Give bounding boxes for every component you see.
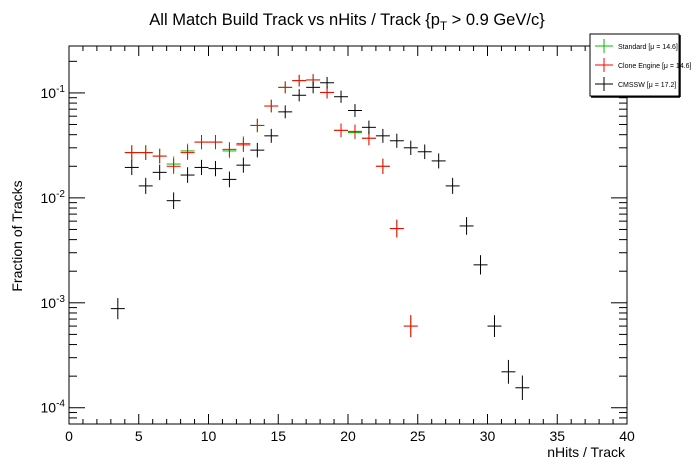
data-point: [375, 158, 390, 174]
data-point: [124, 145, 139, 160]
data-point: [417, 144, 432, 160]
data-point: [459, 217, 474, 235]
data-point: [152, 148, 167, 164]
data-point: [375, 128, 390, 143]
data-point: [208, 135, 223, 150]
data-point: [236, 137, 251, 153]
data-point: [250, 142, 265, 158]
x-tick-label: 25: [410, 428, 426, 444]
data-point: [334, 123, 348, 138]
data-point: [138, 177, 153, 194]
data-point: [348, 104, 362, 117]
chart-title-tail: > 0.9 GeV/c}: [447, 11, 545, 29]
data-point: [431, 153, 446, 169]
data-point: [166, 158, 181, 174]
series-cmssw: [110, 76, 530, 401]
data-point: [389, 133, 404, 148]
legend-item: Standard [μ = 14.6]: [595, 39, 678, 53]
data-point: [264, 128, 279, 143]
data-point: [152, 164, 167, 181]
chart-title-main: All Match Build Track vs nHits / Track {…: [149, 11, 440, 29]
x-tick-label: 10: [201, 428, 217, 444]
data-point: [208, 160, 223, 177]
data-point: [334, 90, 348, 103]
x-tick-label: 0: [65, 428, 73, 444]
x-tick-label: 5: [135, 428, 143, 444]
data-point: [403, 315, 418, 338]
legend-label: Clone Engine [μ = 14.6]: [618, 63, 692, 70]
data-points: [110, 74, 530, 401]
legend: Standard [μ = 14.6] Clone Engine [μ = 14.…: [589, 33, 692, 98]
data-point: [445, 177, 460, 194]
chart-title: All Match Build Track vs nHits / Track {…: [149, 11, 545, 33]
data-point: [180, 167, 195, 183]
data-point: [292, 89, 307, 102]
data-point: [320, 76, 335, 89]
x-tick-label: 20: [340, 428, 356, 444]
x-axis: 0 5 10 15 20 25 30 35 40: [65, 46, 635, 444]
legend-item: Clone Engine [μ = 14.6]: [595, 58, 692, 72]
data-point: [194, 135, 209, 150]
chart-title-subscript: T: [440, 21, 447, 33]
data-point: [515, 375, 530, 401]
y-axis-label: Fraction of Tracks: [9, 180, 25, 291]
data-point: [473, 255, 488, 275]
data-point: [403, 140, 418, 156]
legend-item: CMSSW [μ = 17.2]: [595, 77, 676, 91]
data-point: [222, 171, 237, 188]
data-point: [264, 99, 279, 113]
data-point: [222, 142, 237, 157]
data-point: [236, 157, 251, 173]
data-point: [278, 81, 293, 94]
x-tick-label: 30: [480, 428, 496, 444]
data-point: [166, 192, 181, 210]
x-tick-label: 15: [270, 428, 286, 444]
x-tick-label: 35: [549, 428, 565, 444]
y-tick-label: 10-3: [41, 294, 66, 311]
y-tick-label: 10-1: [41, 84, 66, 101]
y-axis: 10-4 10-3 10-2 10-1: [41, 60, 627, 425]
series-clone-engine: [124, 74, 418, 338]
data-point: [138, 145, 153, 160]
data-point: [250, 118, 265, 133]
data-point: [501, 359, 516, 384]
data-point: [194, 159, 209, 176]
data-point: [306, 81, 321, 94]
data-point: [124, 159, 139, 176]
y-tick-label: 10-2: [41, 189, 66, 206]
data-point: [180, 145, 195, 160]
data-point: [348, 124, 362, 139]
data-point: [361, 120, 376, 135]
x-axis-label: nHits / Track: [547, 444, 626, 460]
legend-label: Standard [μ = 14.6]: [618, 44, 678, 51]
x-tick-label: 40: [619, 428, 635, 444]
data-point: [487, 315, 502, 338]
legend-label: CMSSW [μ = 17.2]: [618, 82, 676, 89]
data-point: [278, 105, 293, 119]
data-point: [389, 219, 404, 238]
data-point: [110, 298, 125, 320]
y-tick-label: 10-4: [41, 399, 66, 416]
data-point: [292, 74, 307, 87]
